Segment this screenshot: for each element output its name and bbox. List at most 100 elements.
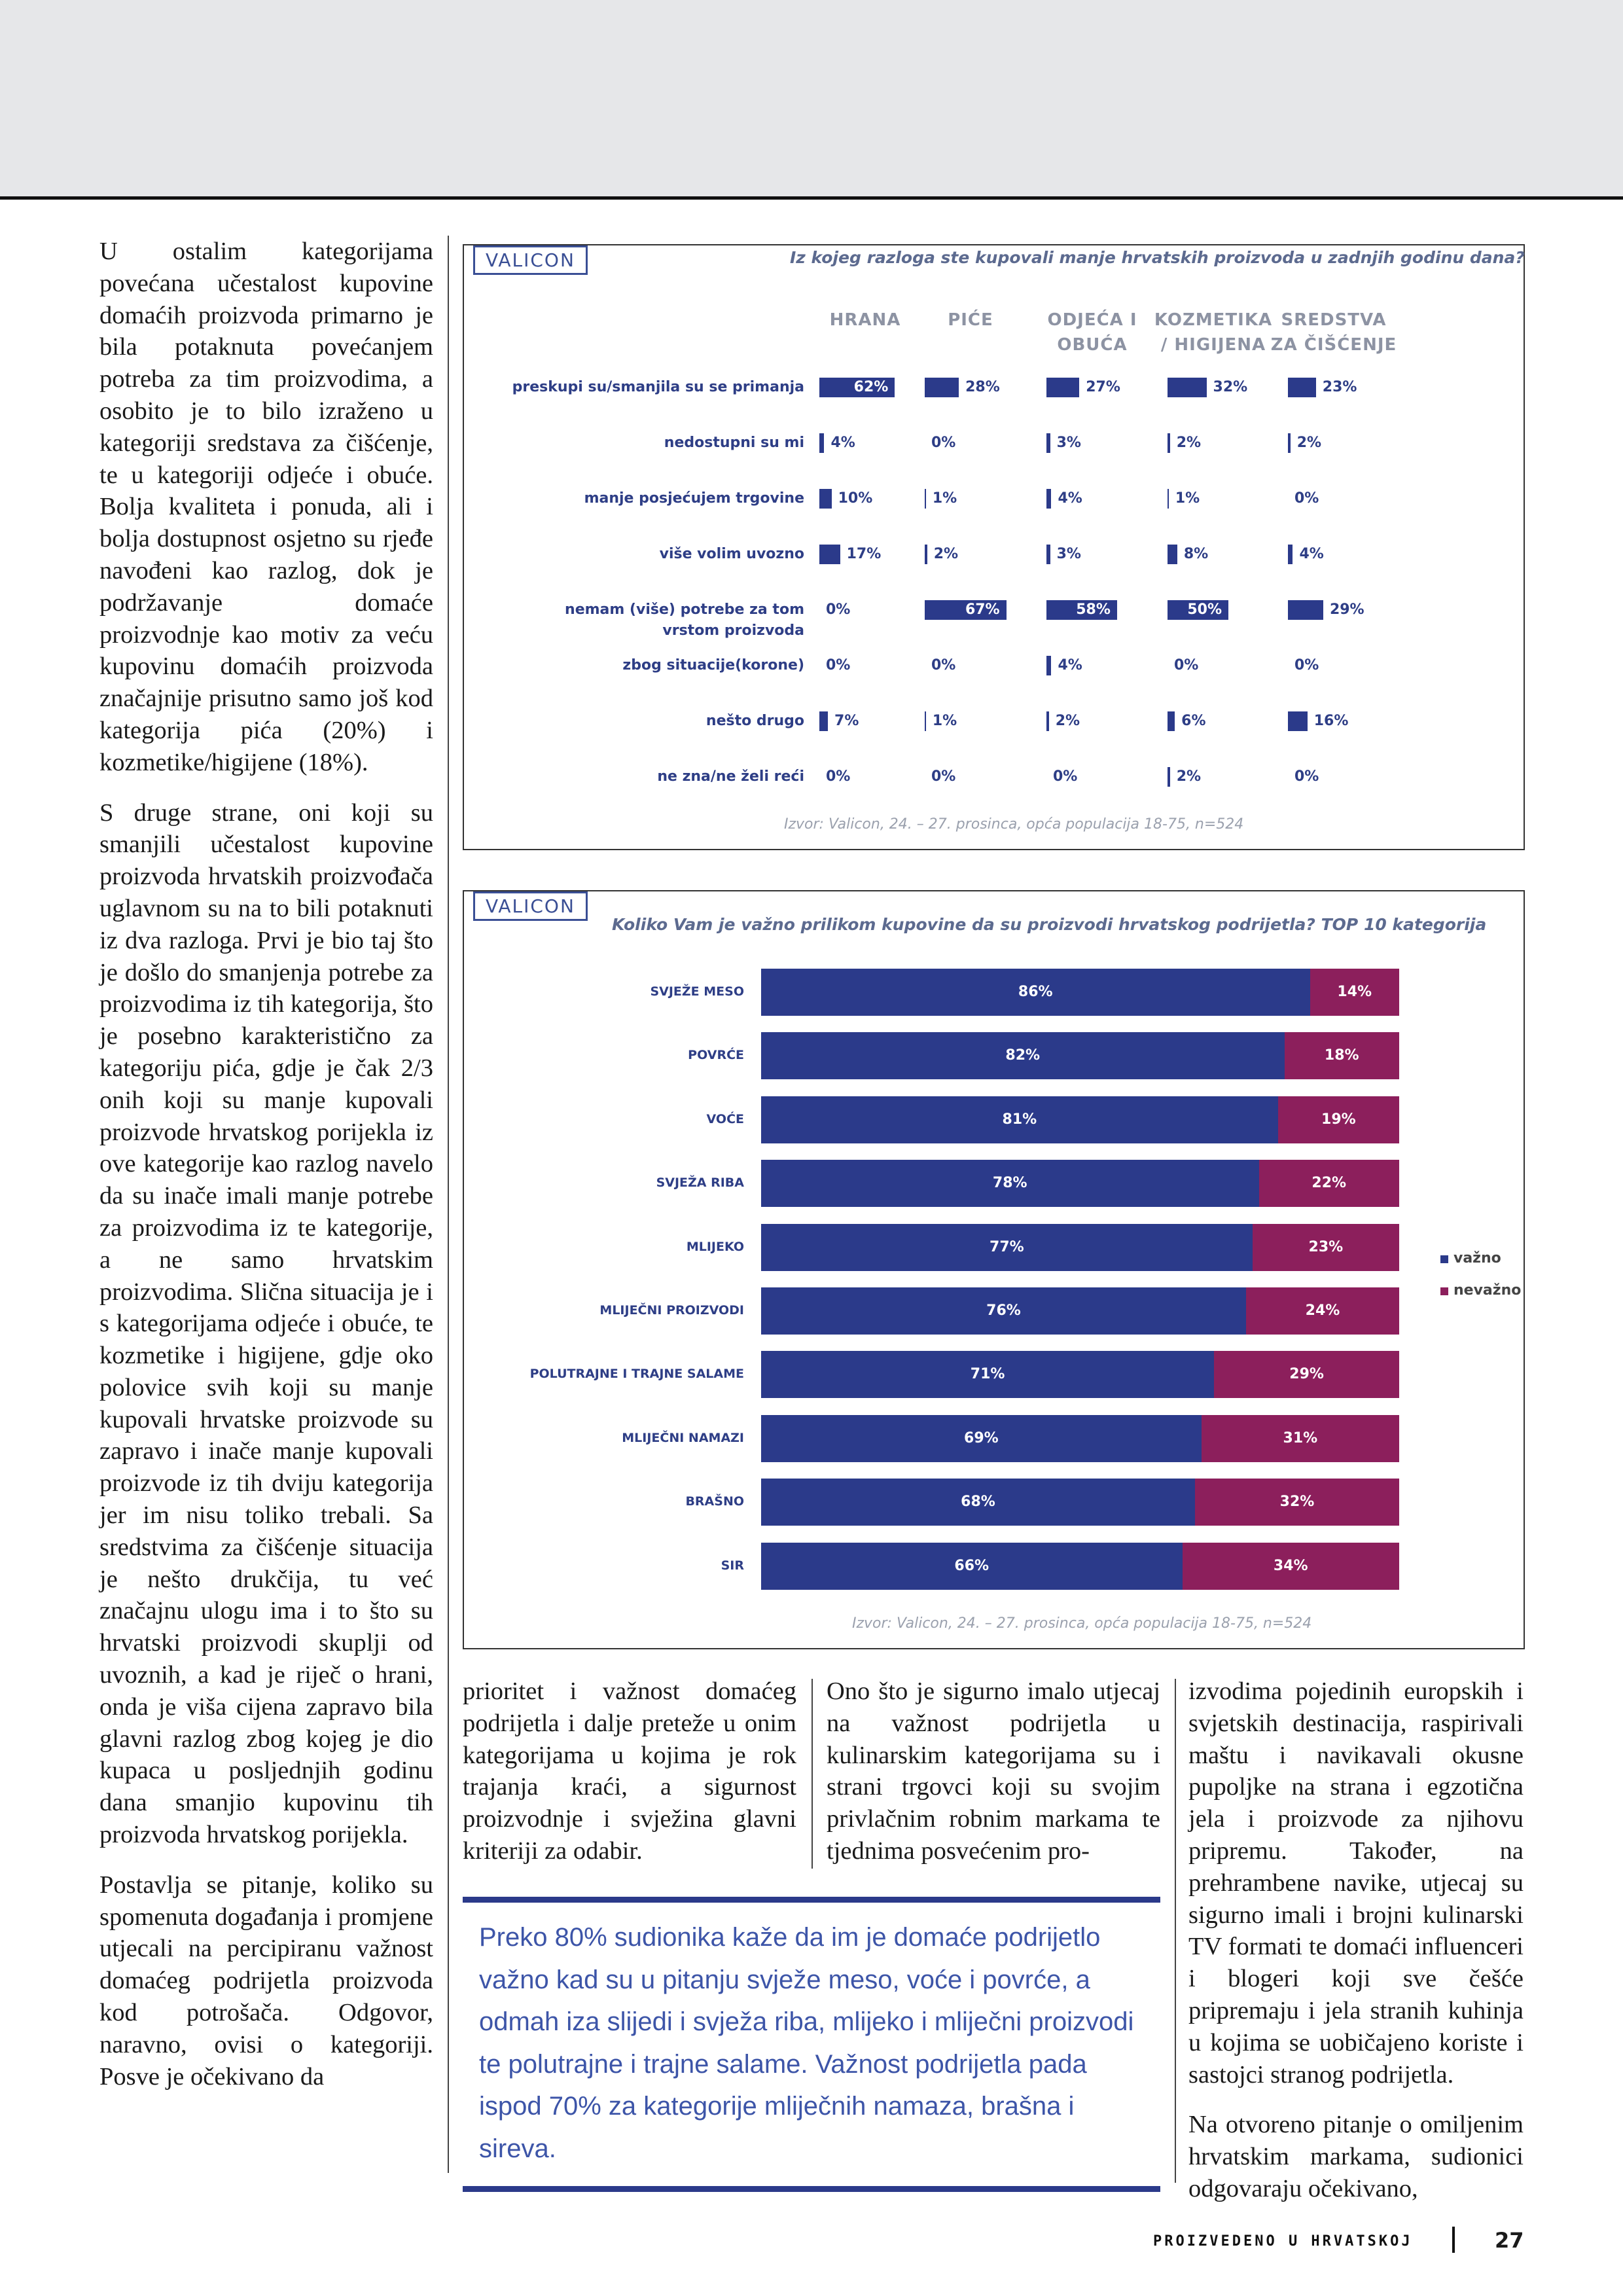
paragraph: Ono što je sigurno imalo utjecaj na važn…	[827, 1677, 1160, 1865]
value-label: 0%	[826, 768, 851, 785]
category-label: SVJEŽE MESO	[650, 984, 744, 999]
value-label: 2%	[1296, 435, 1322, 451]
column-rule	[1175, 1679, 1176, 2183]
value-label: 82%	[1005, 1047, 1041, 1064]
column-header: KOZMETIKA / HIGIJENA	[1154, 310, 1273, 355]
value-label: 27%	[1086, 379, 1120, 395]
bar	[1046, 711, 1049, 731]
value-label: 23%	[1322, 379, 1357, 395]
brand-tag: VALICON	[473, 891, 588, 921]
value-label: 2%	[1176, 435, 1202, 451]
value-label: 18%	[1324, 1047, 1359, 1064]
value-label: 24%	[1305, 1302, 1340, 1319]
value-label: 86%	[1018, 984, 1053, 1000]
bar	[925, 378, 959, 397]
bar	[925, 545, 927, 564]
value-label: 23%	[1308, 1238, 1344, 1255]
chart: VALICON Koliko Vam je važno prilikom kupo…	[464, 891, 1522, 1647]
bar	[1168, 767, 1170, 787]
page-number: 27	[1495, 2228, 1524, 2253]
header-band	[0, 0, 1623, 200]
value-label: 1%	[932, 490, 957, 507]
bar-segment	[1258, 1160, 1399, 1208]
chart-source: Izvor: Valicon, 24. – 27. prosinca, opća…	[784, 816, 1244, 833]
value-label: 8%	[1183, 546, 1209, 562]
chart-title: Koliko Vam je važno prilikom kupovine da…	[612, 915, 1487, 934]
value-label: 71%	[970, 1366, 1005, 1383]
bar-segment	[1182, 1542, 1399, 1590]
quote-rule	[463, 2186, 1160, 2192]
bar	[1288, 600, 1323, 620]
bar	[1168, 545, 1177, 564]
value-label: 0%	[931, 657, 956, 673]
value-label: 0%	[826, 657, 851, 673]
bar-segment	[1195, 1479, 1399, 1526]
brand-tag: VALICON	[473, 245, 588, 275]
bar	[1168, 489, 1169, 509]
value-label: 50%	[1187, 601, 1222, 618]
category-label: SVJEŽA RIBA	[656, 1175, 744, 1191]
value-label: 19%	[1321, 1111, 1356, 1128]
bar	[1288, 711, 1308, 731]
bar	[1288, 378, 1316, 397]
value-label: 58%	[1076, 601, 1111, 618]
bar-segment	[761, 1160, 1259, 1208]
value-label: 2%	[1176, 768, 1202, 785]
bar-segment	[1277, 1096, 1399, 1143]
bar	[819, 489, 832, 509]
bar	[1288, 433, 1291, 453]
value-label: 31%	[1283, 1429, 1318, 1446]
value-label: 0%	[826, 601, 851, 618]
row-label: ne zna/ne želi reći	[657, 768, 804, 785]
chart-title: Iz kojeg razloga ste kupovali manje hrva…	[790, 248, 1525, 267]
category-label: POLUTRAJNE I TRAJNE SALAME	[529, 1367, 744, 1382]
legend-swatch	[1440, 1287, 1448, 1295]
bar-segment	[761, 1479, 1195, 1526]
row-label: zbog situacije(korone)	[622, 657, 804, 673]
value-label: 0%	[931, 435, 956, 451]
bar-segment	[761, 969, 1310, 1016]
category-label: VOĆE	[706, 1111, 744, 1126]
value-label: 3%	[1056, 546, 1081, 562]
paragraph: Postavlja se pitanje, koliko su spomenut…	[99, 1871, 433, 2090]
category-label: MLIJEČNI PROIZVODI	[599, 1303, 744, 1318]
value-label: 0%	[1174, 657, 1199, 673]
legend-label: važno	[1454, 1250, 1501, 1266]
bar-segment	[1246, 1287, 1399, 1335]
category-label: MLIJEČNI NAMAZI	[622, 1430, 744, 1445]
value-label: 67%	[965, 601, 1000, 618]
legend-label: nevažno	[1454, 1282, 1522, 1299]
bar-segment	[1284, 1032, 1399, 1080]
paragraph: prioritet i važnost domaćeg podrijetla i…	[463, 1677, 796, 1865]
column-header: SREDSTVA ZA ČIŠĆENJE	[1270, 310, 1397, 355]
value-label: 34%	[1273, 1557, 1308, 1574]
value-label: 0%	[1294, 657, 1319, 673]
value-label: 14%	[1337, 984, 1372, 1000]
category-label: SIR	[721, 1558, 744, 1573]
bar	[819, 433, 825, 453]
row-label: nešto drugo	[705, 713, 804, 729]
column: Ono što je sigurno imalo utjecaj na važn…	[827, 1676, 1160, 1886]
bar	[1046, 433, 1050, 453]
bar	[1168, 711, 1175, 731]
bar	[1046, 489, 1052, 509]
bar-segment	[761, 1287, 1246, 1335]
value-label: 4%	[1299, 546, 1324, 562]
value-label: 69%	[964, 1429, 999, 1446]
bar	[925, 600, 1007, 620]
paragraph: S druge strane, oni koji su smanjili uče…	[99, 798, 433, 1849]
value-label: 81%	[1002, 1111, 1037, 1128]
paragraph: Na otvoreno pitanje o omiljenim hrvatski…	[1188, 2111, 1524, 2202]
chart: VALICON Iz kojeg razloga ste kupovali man…	[464, 245, 1525, 848]
bar	[819, 711, 829, 731]
row-label: preskupi su/smanjila su se primanja	[512, 379, 804, 395]
bar	[819, 545, 840, 564]
row-label: više volim uvozno	[659, 546, 804, 562]
value-label: 4%	[830, 435, 855, 451]
bar-segment	[761, 1351, 1215, 1399]
value-label: 17%	[846, 546, 882, 562]
value-label: 62%	[853, 379, 889, 395]
category-label: MLIJEKO	[686, 1239, 744, 1254]
value-label: 0%	[1294, 490, 1319, 507]
